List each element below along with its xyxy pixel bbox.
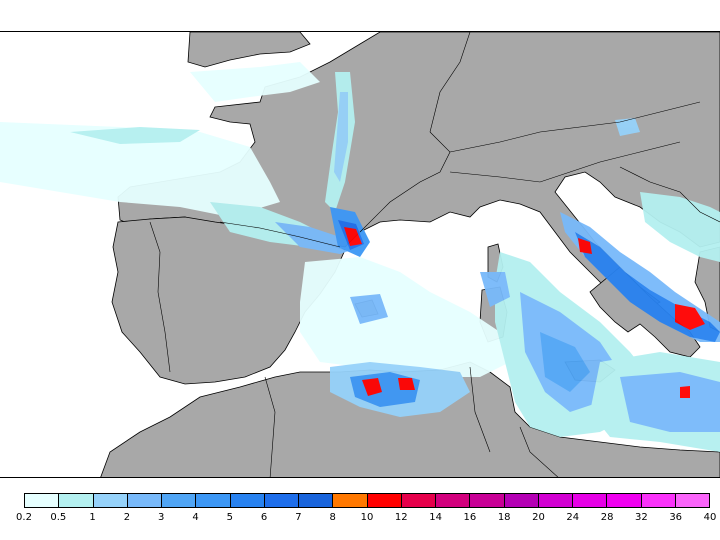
legend-swatch xyxy=(504,494,539,507)
legend-swatch xyxy=(59,494,94,507)
precip-sardinia-east xyxy=(540,332,590,392)
border-morocco-algeria xyxy=(264,376,276,477)
legend-tick-label: 5 xyxy=(226,512,233,523)
legend-swatch xyxy=(25,494,60,507)
precip-pyrenees-core xyxy=(344,227,362,246)
precip-light-layer xyxy=(0,62,720,452)
legend-swatch xyxy=(436,494,471,507)
legend-swatch xyxy=(264,494,299,507)
precip-rhone-2 xyxy=(334,92,348,182)
legend-swatch xyxy=(162,494,197,507)
legend-swatch xyxy=(127,494,162,507)
legend-tick-label: 7 xyxy=(295,512,302,523)
precip-algeria-core-1 xyxy=(362,378,382,396)
precip-med-west xyxy=(300,257,510,377)
border-balkans xyxy=(619,166,720,223)
precip-channel xyxy=(190,62,320,102)
border-portugal xyxy=(149,221,171,373)
legend-swatch xyxy=(573,494,608,507)
legend-tick-label: 16 xyxy=(463,512,477,523)
legend-swatch xyxy=(299,494,334,507)
legend-tick-label: 28 xyxy=(600,512,614,523)
sea-overlay xyxy=(585,182,690,282)
legend-swatch xyxy=(401,494,436,507)
legend-swatch xyxy=(333,494,368,507)
legend-swatch xyxy=(607,494,642,507)
legend-tick-label: 14 xyxy=(429,512,442,523)
legend-tick-label: 8 xyxy=(329,512,336,523)
legend-tick-label: 40 xyxy=(703,512,717,523)
legend-tick-label: 10 xyxy=(360,512,374,523)
adriatic-sea xyxy=(585,182,690,282)
precip-ionian-core xyxy=(680,386,690,398)
precip-algeria-core-2 xyxy=(398,378,415,390)
precip-ionian-blue xyxy=(620,372,720,432)
legend-tick-label: 32 xyxy=(635,512,648,523)
map-svg xyxy=(0,32,720,477)
country-borders xyxy=(149,32,720,477)
legend-tick-label: 2 xyxy=(123,512,131,523)
legend-swatch xyxy=(230,494,265,507)
border-france-spain xyxy=(219,221,341,248)
legend-tick-label: 24 xyxy=(566,512,580,523)
legend-tick-label: 0.5 xyxy=(50,512,67,523)
legend-swatch xyxy=(538,494,573,507)
legend-tick-label: 1 xyxy=(89,512,96,523)
precip-apulia-core xyxy=(675,304,705,330)
legend-tick-label: 6 xyxy=(260,512,268,523)
legend-swatch xyxy=(675,494,709,507)
legend-swatch xyxy=(470,494,505,507)
legend-tick-label: 0.2 xyxy=(16,512,32,523)
legend-swatch xyxy=(367,494,402,507)
precip-balearic-blue xyxy=(350,294,388,324)
precip-corsica-blue xyxy=(480,272,510,307)
legend-tick-label: 36 xyxy=(669,512,683,523)
legend-tick-label: 3 xyxy=(158,512,165,523)
border-tunisia-libya xyxy=(519,426,559,477)
legend-swatch xyxy=(93,494,128,507)
precipitation-legend-bar xyxy=(24,493,710,508)
border-france-east xyxy=(359,131,451,233)
precipitation-map xyxy=(0,31,720,478)
legend-swatch xyxy=(196,494,231,507)
legend-tick-label: 18 xyxy=(497,512,511,523)
legend-swatch xyxy=(641,494,676,507)
legend-tick-label: 12 xyxy=(394,512,408,523)
border-central-europe xyxy=(449,101,701,153)
precip-balkans xyxy=(640,192,720,262)
precip-channel-2 xyxy=(70,127,200,144)
precip-hungary xyxy=(615,118,640,136)
precip-italy-core xyxy=(578,238,592,254)
border-germany xyxy=(429,32,471,133)
border-algeria-tunisia xyxy=(469,366,491,453)
legend-tick-label: 20 xyxy=(532,512,545,523)
border-alps xyxy=(449,141,681,183)
precip-atlantic xyxy=(0,122,280,217)
land-britain xyxy=(187,32,311,68)
precipitation-legend-labels: 0.2 0.5 1 2 3 4 5 6 7 8 10 12 14 16 18 20 24 28 32 36 40 xyxy=(0,512,720,528)
legend-tick-label: 4 xyxy=(192,512,199,523)
